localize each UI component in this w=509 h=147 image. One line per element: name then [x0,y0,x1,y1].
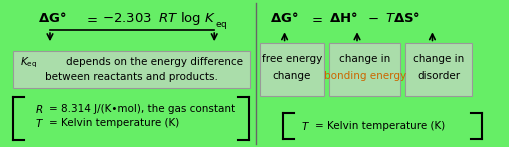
Text: $T\mathbf{\Delta S°}$: $T\mathbf{\Delta S°}$ [384,11,419,25]
Text: change in: change in [338,54,389,64]
Text: = Kelvin temperature (K): = Kelvin temperature (K) [315,121,444,131]
Text: $\mathit{K}_{\mathrm{eq}}$: $\mathit{K}_{\mathrm{eq}}$ [20,55,38,70]
Text: bonding energy: bonding energy [323,71,405,81]
Text: = 8.314 J/(K•mol), the gas constant: = 8.314 J/(K•mol), the gas constant [49,104,235,114]
Text: $\mathbf{\Delta H°}$: $\mathbf{\Delta H°}$ [328,11,357,25]
Text: $-2.303$: $-2.303$ [102,12,152,25]
FancyBboxPatch shape [260,43,323,96]
Text: depends on the energy difference: depends on the energy difference [66,57,243,67]
Text: change: change [272,71,310,81]
Text: $=$: $=$ [84,12,98,25]
Text: $\mathbf{\Delta G°}$: $\mathbf{\Delta G°}$ [270,11,298,25]
Text: $\mathit{T}$: $\mathit{T}$ [35,117,44,129]
Text: change in: change in [412,54,463,64]
Text: $\mathit{K}$: $\mathit{K}$ [204,12,215,25]
Text: free energy: free energy [261,54,322,64]
FancyBboxPatch shape [328,43,400,96]
FancyBboxPatch shape [405,43,471,96]
Text: $\mathrm{eq}$: $\mathrm{eq}$ [215,20,227,31]
Text: disorder: disorder [416,71,459,81]
Text: $=$: $=$ [308,12,322,25]
Text: between reactants and products.: between reactants and products. [45,72,217,82]
Text: $\mathit{T}$: $\mathit{T}$ [300,120,309,132]
Text: $\mathrm{log}$: $\mathrm{log}$ [179,10,200,27]
Text: $-$: $-$ [366,12,378,25]
Text: $\mathit{R}$: $\mathit{R}$ [35,103,43,115]
FancyBboxPatch shape [13,51,249,88]
Text: = Kelvin temperature (K): = Kelvin temperature (K) [49,118,179,128]
Text: $\mathit{RT}$: $\mathit{RT}$ [158,12,178,25]
Text: $\mathbf{\Delta G°}$: $\mathbf{\Delta G°}$ [38,11,67,25]
